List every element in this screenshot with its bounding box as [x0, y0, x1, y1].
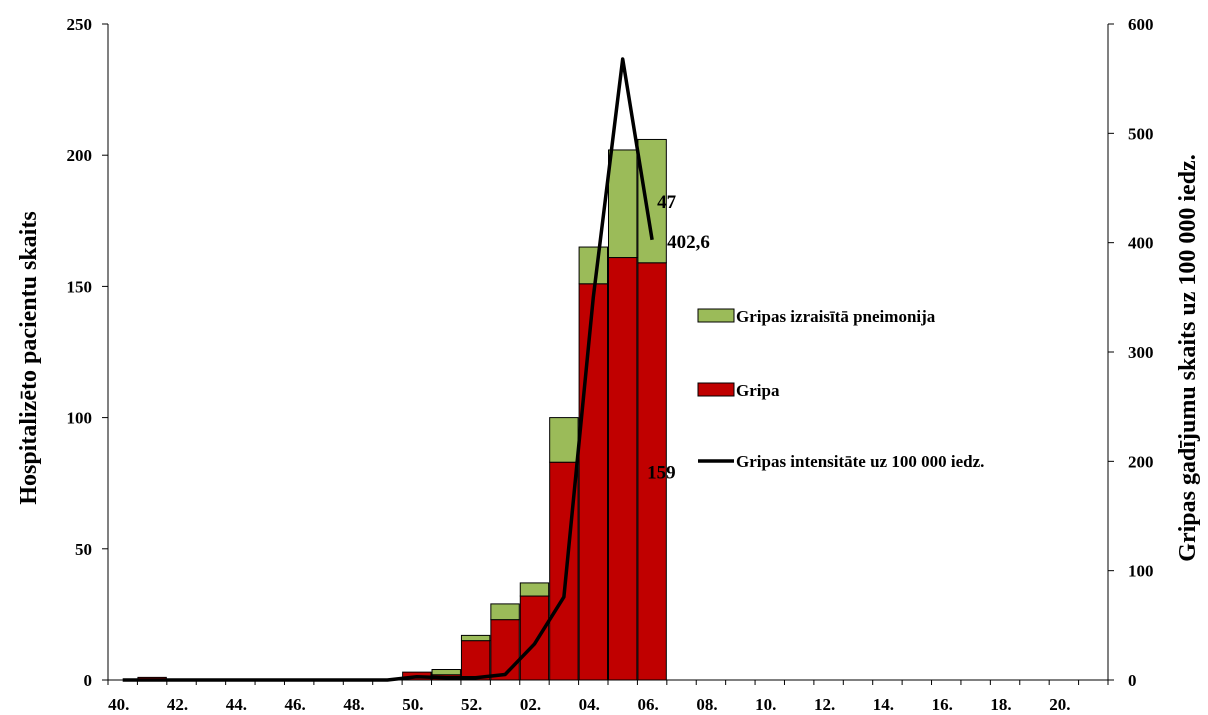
x-tick-label: 42.	[167, 695, 188, 714]
data-label-pneimonija: 47	[657, 192, 677, 213]
y-right-tick-label: 400	[1128, 234, 1154, 253]
y-left-axis-title: Hospitalizēto pacientu skaits	[16, 211, 42, 504]
bar-gripa-16	[578, 283, 609, 681]
y-left-tick-label: 200	[67, 146, 93, 165]
x-tick-label: 04.	[579, 695, 600, 714]
bar-gripa-12	[460, 640, 491, 681]
y-left-tick-label: 50	[75, 540, 92, 559]
y-left-tick-label: 0	[84, 671, 93, 690]
y-right-tick-label: 500	[1128, 124, 1154, 143]
x-tick-label: 18.	[990, 695, 1011, 714]
y-right-tick-label: 600	[1128, 15, 1154, 34]
x-tick-label: 02.	[520, 695, 541, 714]
x-tick-label: 16.	[932, 695, 953, 714]
bar-pneimonija-12	[460, 634, 491, 642]
data-label-gripa: 159	[647, 462, 676, 483]
y-right-tick-label: 200	[1128, 452, 1154, 471]
legend: Gripas izraisītā pneimonija Gripa Gripas i…	[697, 307, 984, 471]
x-tick-label: 46.	[285, 695, 306, 714]
y-left-tick-label: 250	[67, 15, 93, 34]
bar-pneimonija-15	[549, 417, 579, 463]
x-tick-label: 06.	[637, 695, 658, 714]
x-tick-label: 08.	[696, 695, 717, 714]
x-tick-label: 20.	[1049, 695, 1070, 714]
labels-group: Hospitalizēto pacientu skaits Gripas gadī…	[16, 154, 1201, 561]
bar-gripa-13	[490, 619, 520, 681]
y-right-axis-title: Gripas gadījumu skaits uz 100 000 iedz.	[1175, 154, 1201, 561]
bar-pneimonija-16	[578, 246, 609, 285]
data-label-intensitate: 402,6	[667, 232, 710, 253]
axes-group: 0 50 100 150 200 250 0 100 200 300 400 500 600 40. 42.…	[67, 15, 1154, 714]
y-right-tick-label: 100	[1128, 562, 1154, 581]
legend-swatch-0	[697, 308, 735, 323]
bar-pneimonija-13	[490, 603, 520, 621]
legend-swatch-1	[697, 382, 735, 397]
bar-gripa-17	[608, 257, 638, 681]
x-tick-label: 44.	[226, 695, 247, 714]
bars-group	[137, 138, 667, 681]
bar-pneimonija-18	[637, 138, 667, 264]
x-tick-label: 50.	[402, 695, 423, 714]
x-tick-label: 40.	[108, 695, 129, 714]
y-right-tick-label: 0	[1128, 671, 1137, 690]
bar-gripa-14	[519, 595, 550, 681]
bar-pneimonija-11	[431, 669, 461, 676]
x-tick-label: 12.	[814, 695, 835, 714]
legend-label: Gripas intensitāte uz 100 000 iedz.	[736, 452, 984, 471]
x-tick-label: 14.	[873, 695, 894, 714]
bar-pneimonija-17	[608, 149, 638, 259]
legend-label: Gripas izraisītā pneimonija	[736, 307, 936, 326]
x-tick-label: 10.	[755, 695, 776, 714]
y-right-tick-label: 300	[1128, 343, 1154, 362]
bar-pneimonija-14	[519, 582, 550, 597]
y-left-tick-label: 100	[67, 409, 93, 428]
legend-label: Gripa	[736, 381, 780, 400]
x-tick-label: 48.	[343, 695, 364, 714]
y-left-tick-label: 150	[67, 277, 93, 296]
x-tick-label: 52.	[461, 695, 482, 714]
